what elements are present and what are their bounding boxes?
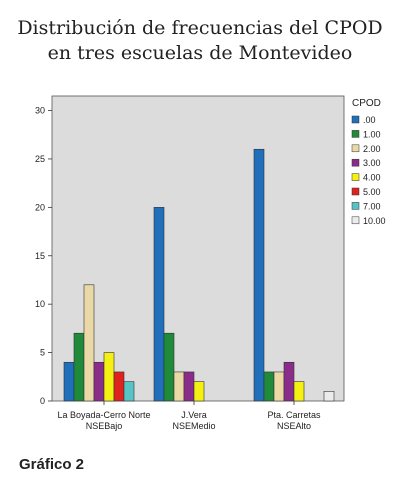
bar-1-4 bbox=[193, 381, 205, 402]
legend-label-1: 1.00 bbox=[363, 129, 381, 139]
bar-2-3 bbox=[283, 361, 295, 402]
bar-2-1 bbox=[263, 371, 275, 402]
bar-0-5 bbox=[113, 371, 125, 402]
bar-0-3 bbox=[93, 361, 105, 402]
chart-title: Distribución de frecuencias del CPOD en … bbox=[0, 16, 400, 66]
legend-swatch-5 bbox=[351, 187, 360, 196]
category-label-2-0: Pta. Carretas bbox=[267, 410, 321, 420]
bar-1-2 bbox=[173, 371, 185, 402]
chart-title-line-2: en tres escuelas de Montevideo bbox=[47, 42, 353, 64]
bar-0-2 bbox=[83, 284, 95, 402]
legend-swatch-3 bbox=[351, 158, 360, 167]
category-label-1-1: NSEMedio bbox=[172, 421, 215, 431]
bar-0-1 bbox=[73, 332, 85, 402]
category-label-0-1: NSEBajo bbox=[86, 421, 123, 431]
bar-0-6 bbox=[123, 381, 135, 402]
legend-swatch-4 bbox=[351, 173, 360, 181]
legend-swatch-0 bbox=[351, 115, 360, 124]
legend-label-3: 3.00 bbox=[363, 158, 381, 168]
bar-2-0 bbox=[253, 148, 265, 402]
bar-0-4 bbox=[103, 352, 115, 402]
y-tick-label-2: 10 bbox=[35, 299, 45, 309]
legend-label-6: 7.00 bbox=[363, 201, 381, 211]
figure-caption: Gráfico 2 bbox=[19, 456, 85, 473]
legend-label-7: 10.00 bbox=[363, 216, 386, 226]
y-tick-label-3: 15 bbox=[35, 251, 45, 261]
category-label-0-0: La Boyada-Cerro Norte bbox=[57, 410, 150, 420]
legend-label-0: .00 bbox=[363, 115, 376, 125]
category-label-2-1: NSEAlto bbox=[277, 421, 311, 431]
bar-0-0 bbox=[63, 361, 75, 402]
bar-2-4 bbox=[293, 381, 305, 402]
bar-2-7 bbox=[323, 391, 335, 402]
legend-swatch-2 bbox=[351, 144, 360, 153]
legend-swatch-6 bbox=[351, 202, 360, 210]
legend-swatch-1 bbox=[351, 130, 360, 138]
legend-title: CPOD bbox=[352, 98, 381, 109]
y-tick-label-0: 0 bbox=[40, 396, 45, 406]
bar-2-2 bbox=[273, 371, 285, 402]
legend-label-2: 2.00 bbox=[363, 144, 381, 154]
y-tick-label-5: 25 bbox=[35, 154, 45, 164]
bar-1-0 bbox=[153, 207, 165, 402]
plot-area bbox=[51, 95, 345, 402]
legend-swatch-7 bbox=[351, 216, 360, 225]
legend-label-5: 5.00 bbox=[363, 187, 381, 197]
category-label-1-0: J.Vera bbox=[181, 410, 207, 420]
chart-title-line-1: Distribución de frecuencias del CPOD bbox=[17, 17, 383, 39]
y-tick-label-4: 20 bbox=[35, 202, 45, 212]
bar-1-1 bbox=[163, 332, 175, 402]
legend-label-4: 4.00 bbox=[363, 173, 381, 183]
bar-1-3 bbox=[183, 371, 195, 402]
y-tick-label-6: 30 bbox=[35, 106, 45, 116]
y-tick-label-1: 5 bbox=[40, 348, 45, 358]
